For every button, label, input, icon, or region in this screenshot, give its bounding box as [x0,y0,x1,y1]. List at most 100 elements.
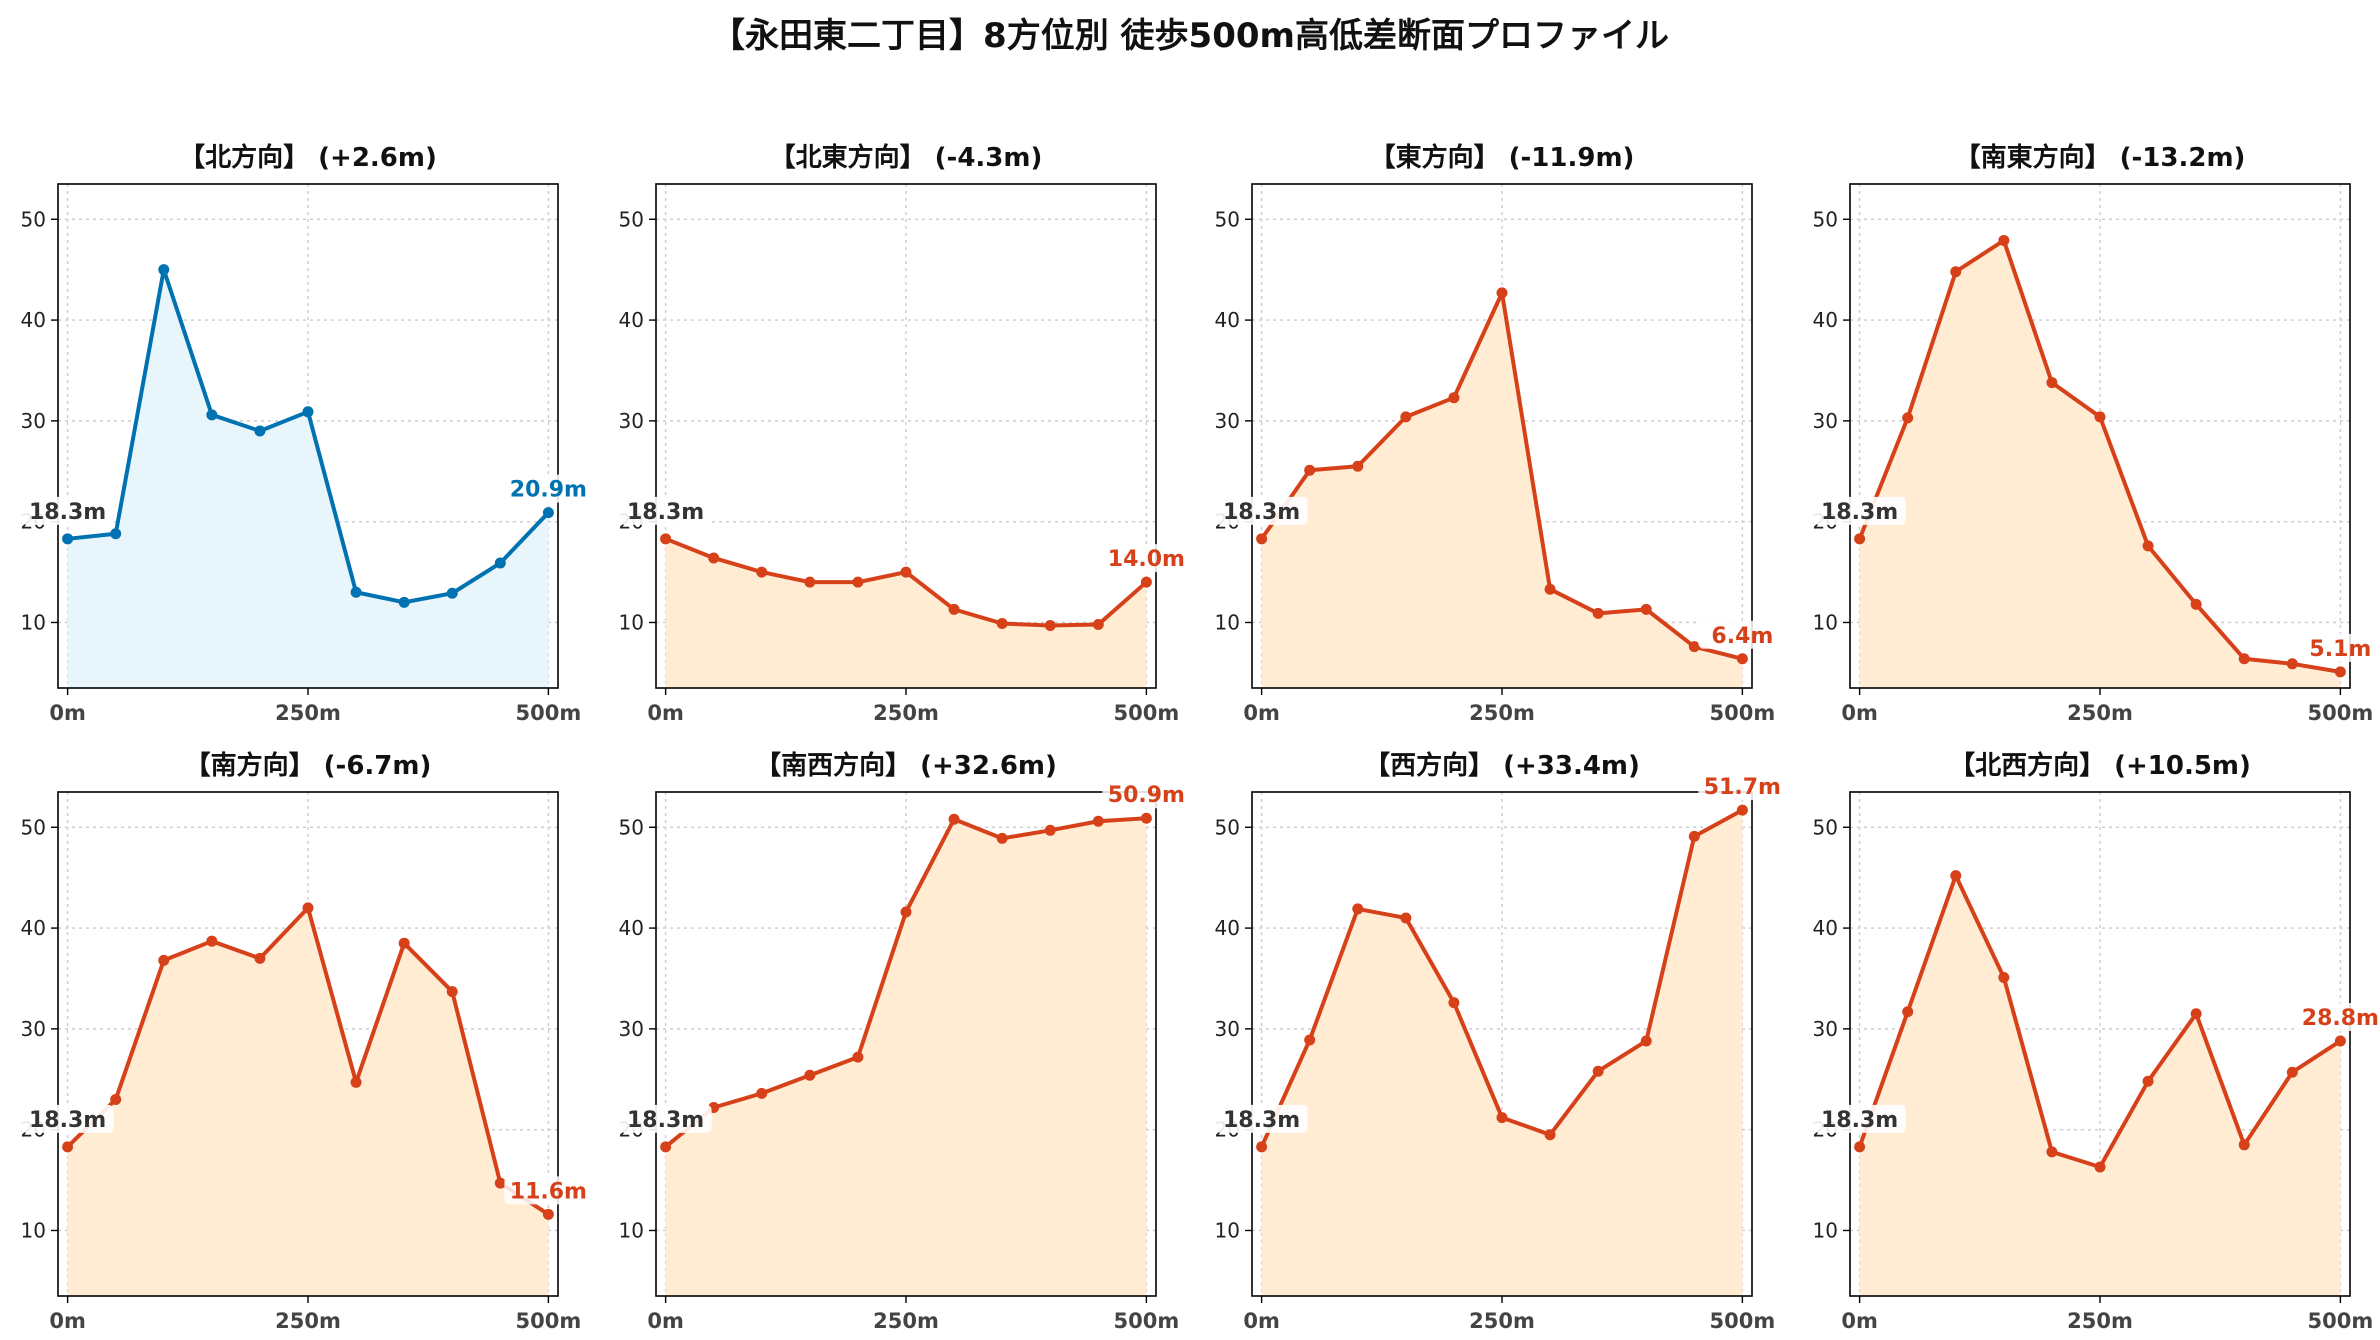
end-label: 51.7m [1704,775,1781,800]
data-point [302,902,314,914]
data-point [110,1093,122,1105]
data-point [2190,1008,2202,1020]
y-tick-label: 40 [1813,308,1838,332]
y-tick-label: 10 [1215,610,1240,634]
start-label: 18.3m [1821,500,1898,525]
data-point [1092,815,1104,827]
y-tick-label: 40 [21,916,46,940]
data-point [1854,533,1866,545]
y-tick-label: 50 [1215,815,1240,839]
x-tick-label: 500m [1114,701,1180,725]
data-point [1854,1141,1866,1153]
data-point [62,1141,74,1153]
data-point [446,587,458,599]
data-point [2094,411,2106,423]
area-fill [1261,810,1743,1296]
data-point [254,425,266,437]
end-label-box [1698,620,1787,649]
subplot-5: 【南方向】 (-6.7m)10203040500m250m500m18.3m11… [21,750,593,1333]
data-point [158,954,170,966]
data-point [2142,540,2154,552]
data-point [1044,824,1056,836]
x-tick-label: 250m [2067,1309,2133,1333]
data-point [2334,1035,2346,1047]
data-point [804,576,816,588]
area-fill [67,269,549,688]
data-point [1902,412,1914,424]
data-point [542,507,554,519]
data-point [350,1076,362,1088]
data-point [2334,666,2346,678]
area-fill [67,907,549,1296]
x-tick-label: 250m [1469,1309,1535,1333]
end-label-box [504,474,593,503]
data-point [1496,1112,1508,1124]
data-point [62,533,74,545]
data-point [996,832,1008,844]
end-label: 50.9m [1108,783,1185,808]
data-point [206,409,218,421]
subplot-7: 【西方向】 (+33.4m)10203040500m250m500m18.3m5… [1215,750,1787,1333]
start-label: 18.3m [1223,500,1300,525]
data-point [1256,533,1268,545]
x-tick-label: 250m [873,1309,939,1333]
data-point [1140,812,1152,824]
data-point [1352,460,1364,472]
subplot-4: 【南東方向】 (-13.2m)10203040500m250m500m18.3m… [1813,142,2380,725]
area-fill [1859,875,2341,1296]
y-tick-label: 10 [619,1218,644,1242]
subplot-title: 【西方向】 (+33.4m) [1364,750,1640,781]
data-point [660,533,672,545]
subplot-title: 【北西方向】 (+10.5m) [1949,750,2251,781]
data-point [158,264,170,276]
data-point [302,406,314,418]
data-point [1448,392,1460,404]
subplot-2: 【北東方向】 (-4.3m)10203040500m250m500m18.3m1… [619,142,1191,725]
end-label: 28.8m [2302,1006,2379,1031]
y-tick-label: 30 [619,1017,644,1041]
end-label-box [504,1176,593,1205]
end-label: 14.0m [1108,547,1185,572]
data-point [1496,287,1508,299]
x-tick-label: 0m [1841,1309,1878,1333]
data-point [1400,411,1412,423]
subplot-8: 【北西方向】 (+10.5m)10203040500m250m500m18.3m… [1813,750,2380,1333]
data-point [2094,1161,2106,1173]
y-tick-label: 30 [619,409,644,433]
data-point [900,566,912,578]
data-point [2142,1075,2154,1087]
start-label: 18.3m [29,500,106,525]
data-point [2238,1139,2250,1151]
start-label-box [1813,496,1906,525]
data-point [1736,804,1748,816]
y-tick-label: 10 [1215,1218,1240,1242]
data-point [1688,641,1700,653]
data-point [1640,603,1652,615]
y-tick-label: 50 [21,207,46,231]
data-point [1592,607,1604,619]
x-tick-label: 500m [2308,1309,2374,1333]
start-label-box [1215,1104,1308,1133]
end-label: 6.4m [1711,624,1773,649]
data-point [494,1177,506,1189]
data-point [2286,1066,2298,1078]
data-point [1544,1129,1556,1141]
data-point [1352,903,1364,915]
x-tick-label: 500m [1710,701,1776,725]
data-point [756,1087,768,1099]
data-point [1592,1065,1604,1077]
start-label-box [619,496,712,525]
y-tick-label: 30 [21,1017,46,1041]
data-point [206,935,218,947]
data-point [1448,997,1460,1009]
data-point [1400,912,1412,924]
y-tick-label: 50 [1813,815,1838,839]
end-label-box [2296,1002,2380,1031]
data-point [660,1141,672,1153]
data-point [2046,377,2058,389]
area-fill [665,818,1147,1296]
y-tick-label: 40 [1215,308,1240,332]
data-point [1256,1141,1268,1153]
